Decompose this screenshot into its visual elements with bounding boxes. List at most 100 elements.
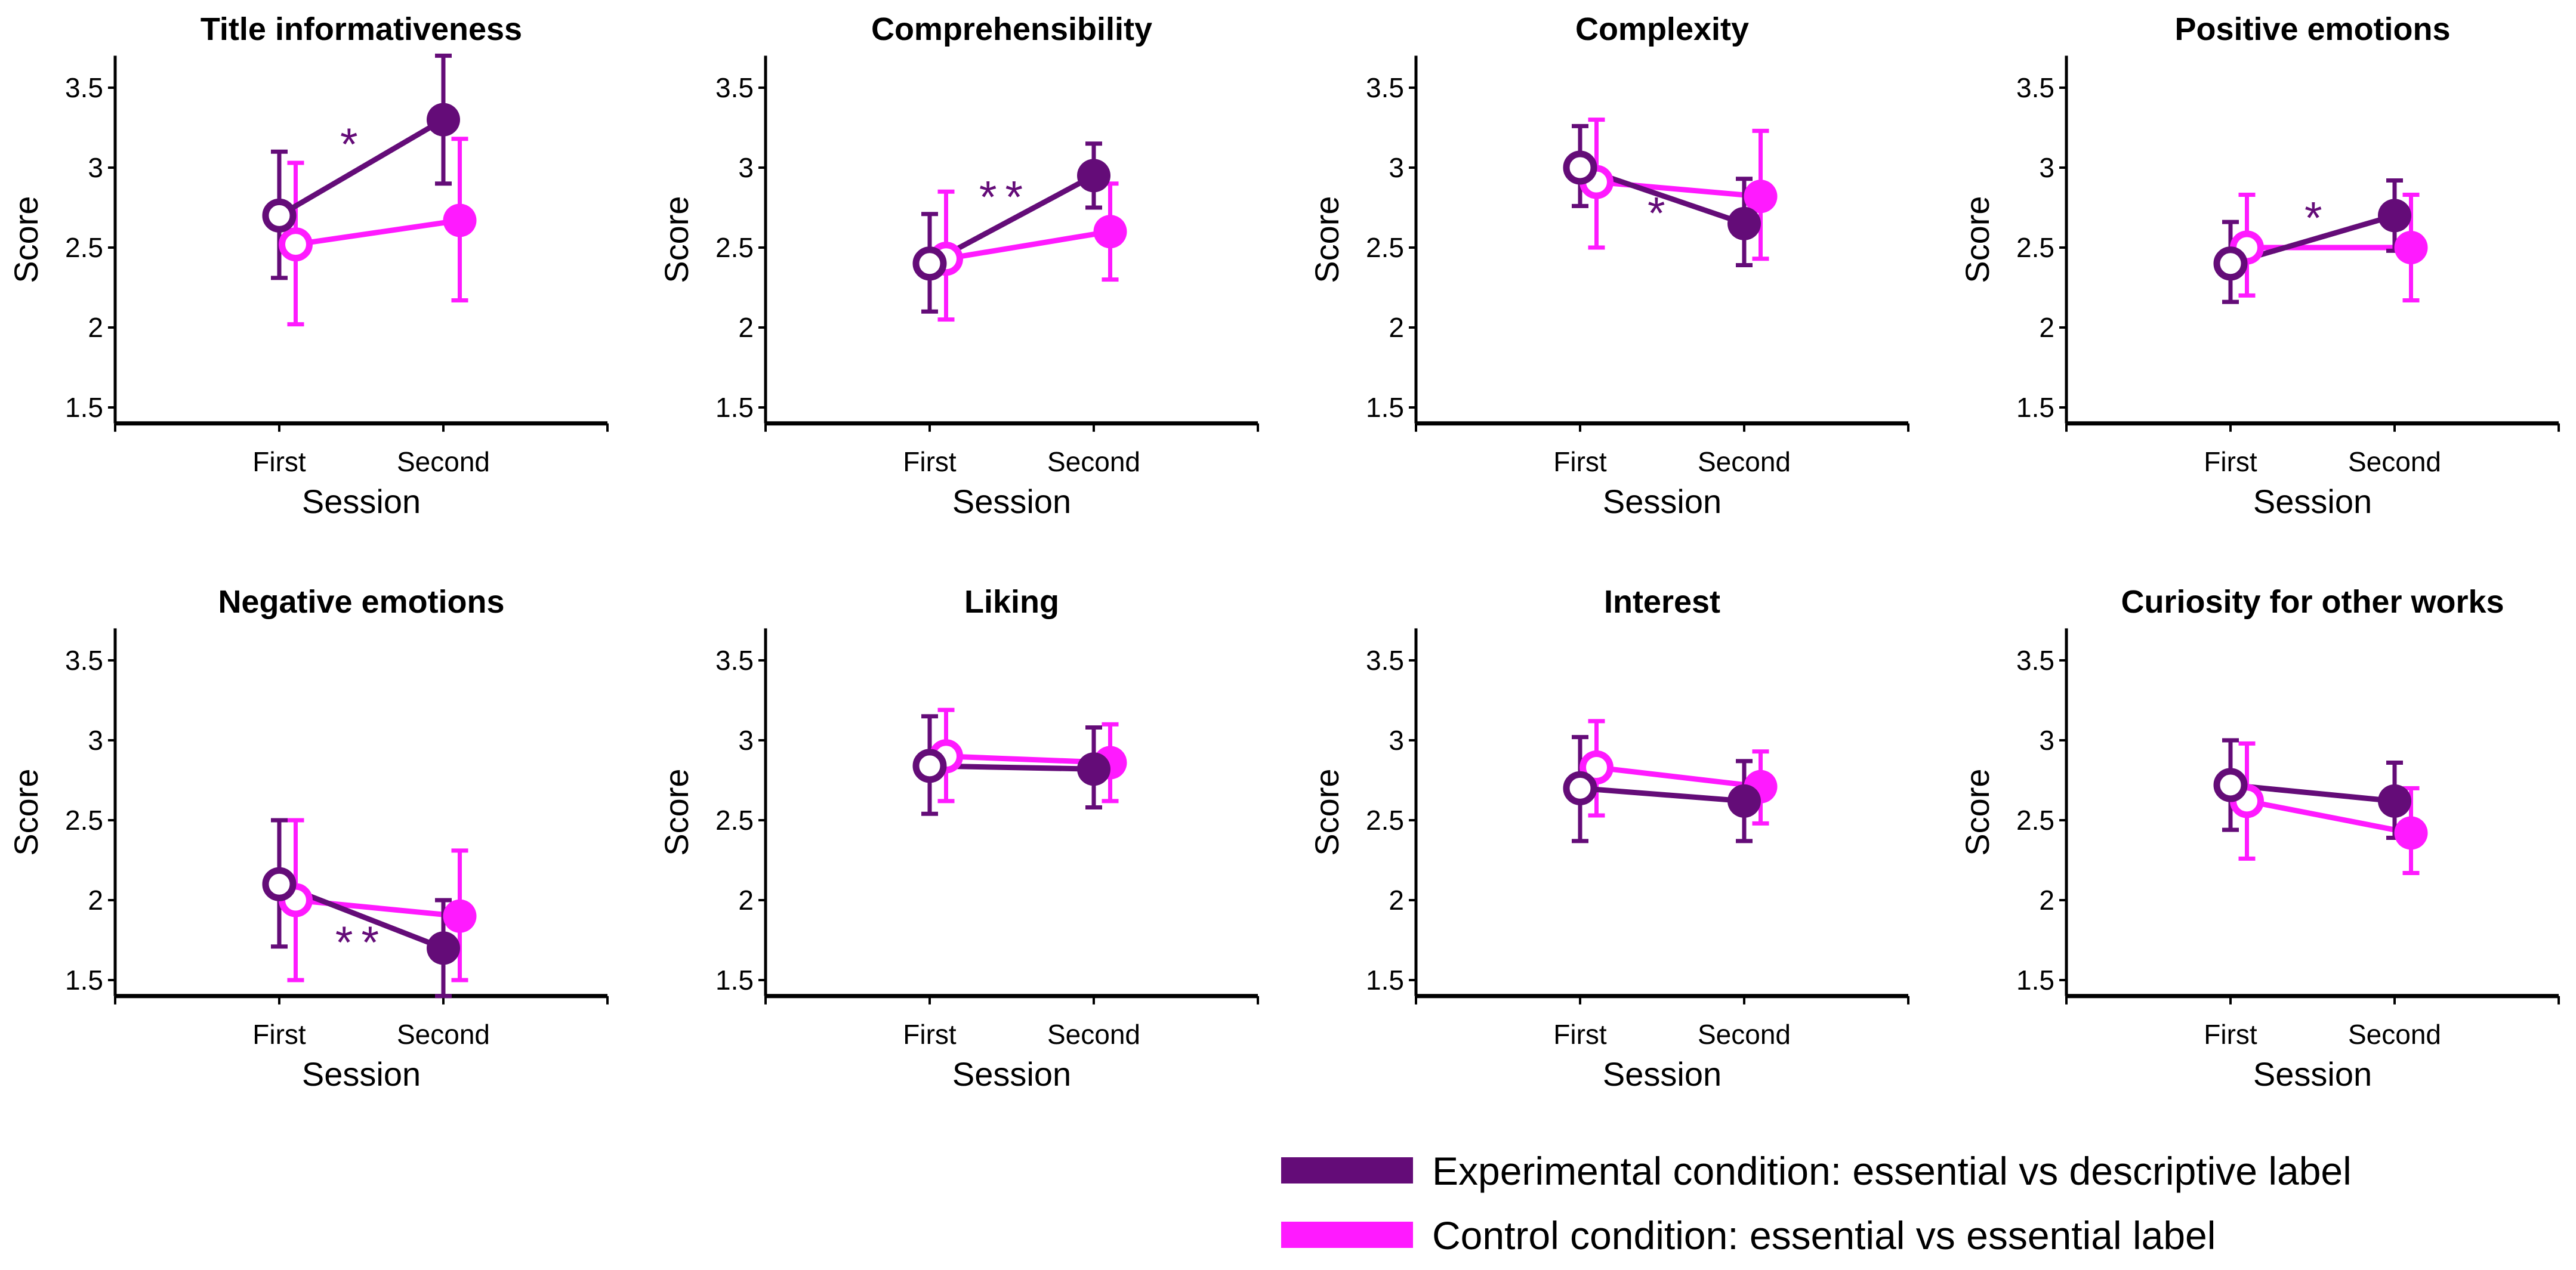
- x-tick-label: Second: [2348, 446, 2441, 477]
- panel-title: Complexity: [1575, 11, 1749, 47]
- y-tick-label: 1.5: [715, 965, 754, 996]
- x-tick-label: Second: [1698, 446, 1791, 477]
- y-tick-label: 1.5: [1366, 392, 1404, 423]
- x-axis-label: Session: [1603, 483, 1722, 520]
- ctrl-point-second: [2394, 231, 2428, 264]
- x-axis-label: Session: [2253, 1055, 2372, 1093]
- y-tick-label: 3: [738, 152, 754, 183]
- exp-point-second: [1727, 784, 1761, 818]
- y-tick-label: 3.5: [2016, 645, 2054, 676]
- exp-point-first: [1563, 150, 1597, 185]
- x-axis-label: Session: [302, 1055, 421, 1093]
- legend-swatch-ctrl: [1281, 1222, 1413, 1248]
- y-tick-label: 3: [88, 152, 103, 183]
- y-tick-label: 2: [738, 885, 754, 916]
- y-tick-label: 3: [1389, 725, 1404, 756]
- ctrl-point-second: [2394, 816, 2428, 850]
- exp-point-second: [1727, 206, 1761, 240]
- significance-annotation: *: [340, 119, 366, 170]
- x-tick-label: First: [903, 1019, 957, 1050]
- y-tick-label: 1.5: [715, 392, 754, 423]
- y-tick-label: 3: [738, 725, 754, 756]
- y-tick-label: 2.5: [2016, 805, 2054, 836]
- exp-point-first: [2213, 768, 2248, 802]
- legend: Experimental condition: essential vs des…: [1281, 1149, 2352, 1257]
- x-tick-label: Second: [1047, 446, 1140, 477]
- y-tick-label: 2.5: [715, 805, 754, 836]
- panel-negative-emotions: Negative emotions 1.5 2 2.5 3 3.5 First Second S…: [7, 584, 609, 1093]
- ctrl-series-line: [945, 228, 1111, 262]
- y-tick-label: 3.5: [715, 72, 754, 103]
- exp-point-first: [262, 198, 297, 233]
- y-tick-label: 3: [2039, 152, 2054, 183]
- x-tick-label: First: [2204, 1019, 2257, 1050]
- panel-title-informativeness: Title informativeness 1.5 2 2.5 3 3.5 First Sec…: [7, 11, 609, 520]
- y-tick-label: 1.5: [2016, 392, 2054, 423]
- y-tick-label: 1.5: [1366, 965, 1404, 996]
- panel-liking: Liking 1.5 2 2.5 3 3.5 First Second Session Score: [658, 584, 1259, 1093]
- y-axis-label: Score: [1958, 196, 1996, 283]
- y-tick-label: 1.5: [2016, 965, 2054, 996]
- significance-annotation: *: [2304, 193, 2331, 243]
- y-tick-label: 3.5: [65, 645, 103, 676]
- panel-title: Negative emotions: [218, 584, 504, 620]
- panel-comprehensibility: Comprehensibility 1.5 2 2.5 3 3.5 First Second S…: [658, 11, 1259, 520]
- legend-label-exp: Experimental condition: essential vs des…: [1432, 1149, 2352, 1193]
- ctrl-series-line: [2246, 798, 2412, 836]
- ctrl-point-second: [443, 899, 477, 933]
- ctrl-point-second: [443, 203, 477, 237]
- ctrl-series-line: [295, 217, 461, 248]
- y-axis-label: Score: [7, 196, 45, 283]
- y-tick-label: 2: [88, 312, 103, 343]
- y-tick-label: 2.5: [2016, 232, 2054, 263]
- y-tick-label: 3: [2039, 725, 2054, 756]
- exp-point-first: [912, 749, 947, 783]
- y-tick-label: 3: [88, 725, 103, 756]
- exp-point-second: [1077, 752, 1110, 786]
- exp-point-second: [427, 103, 460, 137]
- x-axis-label: Session: [952, 483, 1071, 520]
- y-tick-label: 2: [88, 885, 103, 916]
- exp-point-first: [2213, 246, 2248, 281]
- y-tick-label: 2: [2039, 885, 2054, 916]
- y-tick-label: 3.5: [715, 645, 754, 676]
- x-axis-label: Session: [302, 483, 421, 520]
- x-tick-label: Second: [397, 1019, 490, 1050]
- x-tick-label: First: [1553, 446, 1607, 477]
- y-tick-label: 3.5: [1366, 645, 1404, 676]
- y-tick-label: 2: [1389, 312, 1404, 343]
- significance-annotation: **: [979, 172, 1031, 223]
- y-tick-label: 1.5: [65, 965, 103, 996]
- y-tick-label: 2.5: [65, 232, 103, 263]
- panel-title: Comprehensibility: [871, 11, 1152, 47]
- x-axis-label: Session: [1603, 1055, 1722, 1093]
- x-axis-label: Session: [2253, 483, 2372, 520]
- y-axis-label: Score: [7, 768, 45, 855]
- exp-series-line: [1579, 785, 1745, 804]
- y-tick-label: 2.5: [715, 232, 754, 263]
- x-tick-label: First: [903, 446, 957, 477]
- x-tick-label: Second: [2348, 1019, 2441, 1050]
- panel-title: Title informativeness: [200, 11, 522, 47]
- y-tick-label: 3.5: [2016, 72, 2054, 103]
- y-axis-label: Score: [1308, 196, 1346, 283]
- exp-series-line: [2230, 782, 2395, 804]
- legend-label-ctrl: Control condition: essential vs essentia…: [1432, 1213, 2216, 1257]
- x-tick-label: Second: [1047, 1019, 1140, 1050]
- x-tick-label: Second: [1698, 1019, 1791, 1050]
- ctrl-point-second: [1093, 215, 1127, 249]
- exp-point-second: [1077, 159, 1110, 193]
- exp-point-first: [1563, 771, 1597, 805]
- y-tick-label: 2: [1389, 885, 1404, 916]
- y-tick-label: 3.5: [1366, 72, 1404, 103]
- ctrl-point-second: [1744, 180, 1778, 214]
- panel-interest: Interest 1.5 2 2.5 3 3.5 First Second Session Sco…: [1308, 584, 1909, 1093]
- x-tick-label: First: [252, 446, 306, 477]
- exp-point-first: [912, 246, 947, 281]
- x-axis-label: Session: [952, 1055, 1071, 1093]
- panel-title: Interest: [1604, 584, 1720, 620]
- exp-point-second: [2378, 199, 2411, 233]
- y-tick-label: 1.5: [65, 392, 103, 423]
- exp-point-second: [2378, 784, 2411, 818]
